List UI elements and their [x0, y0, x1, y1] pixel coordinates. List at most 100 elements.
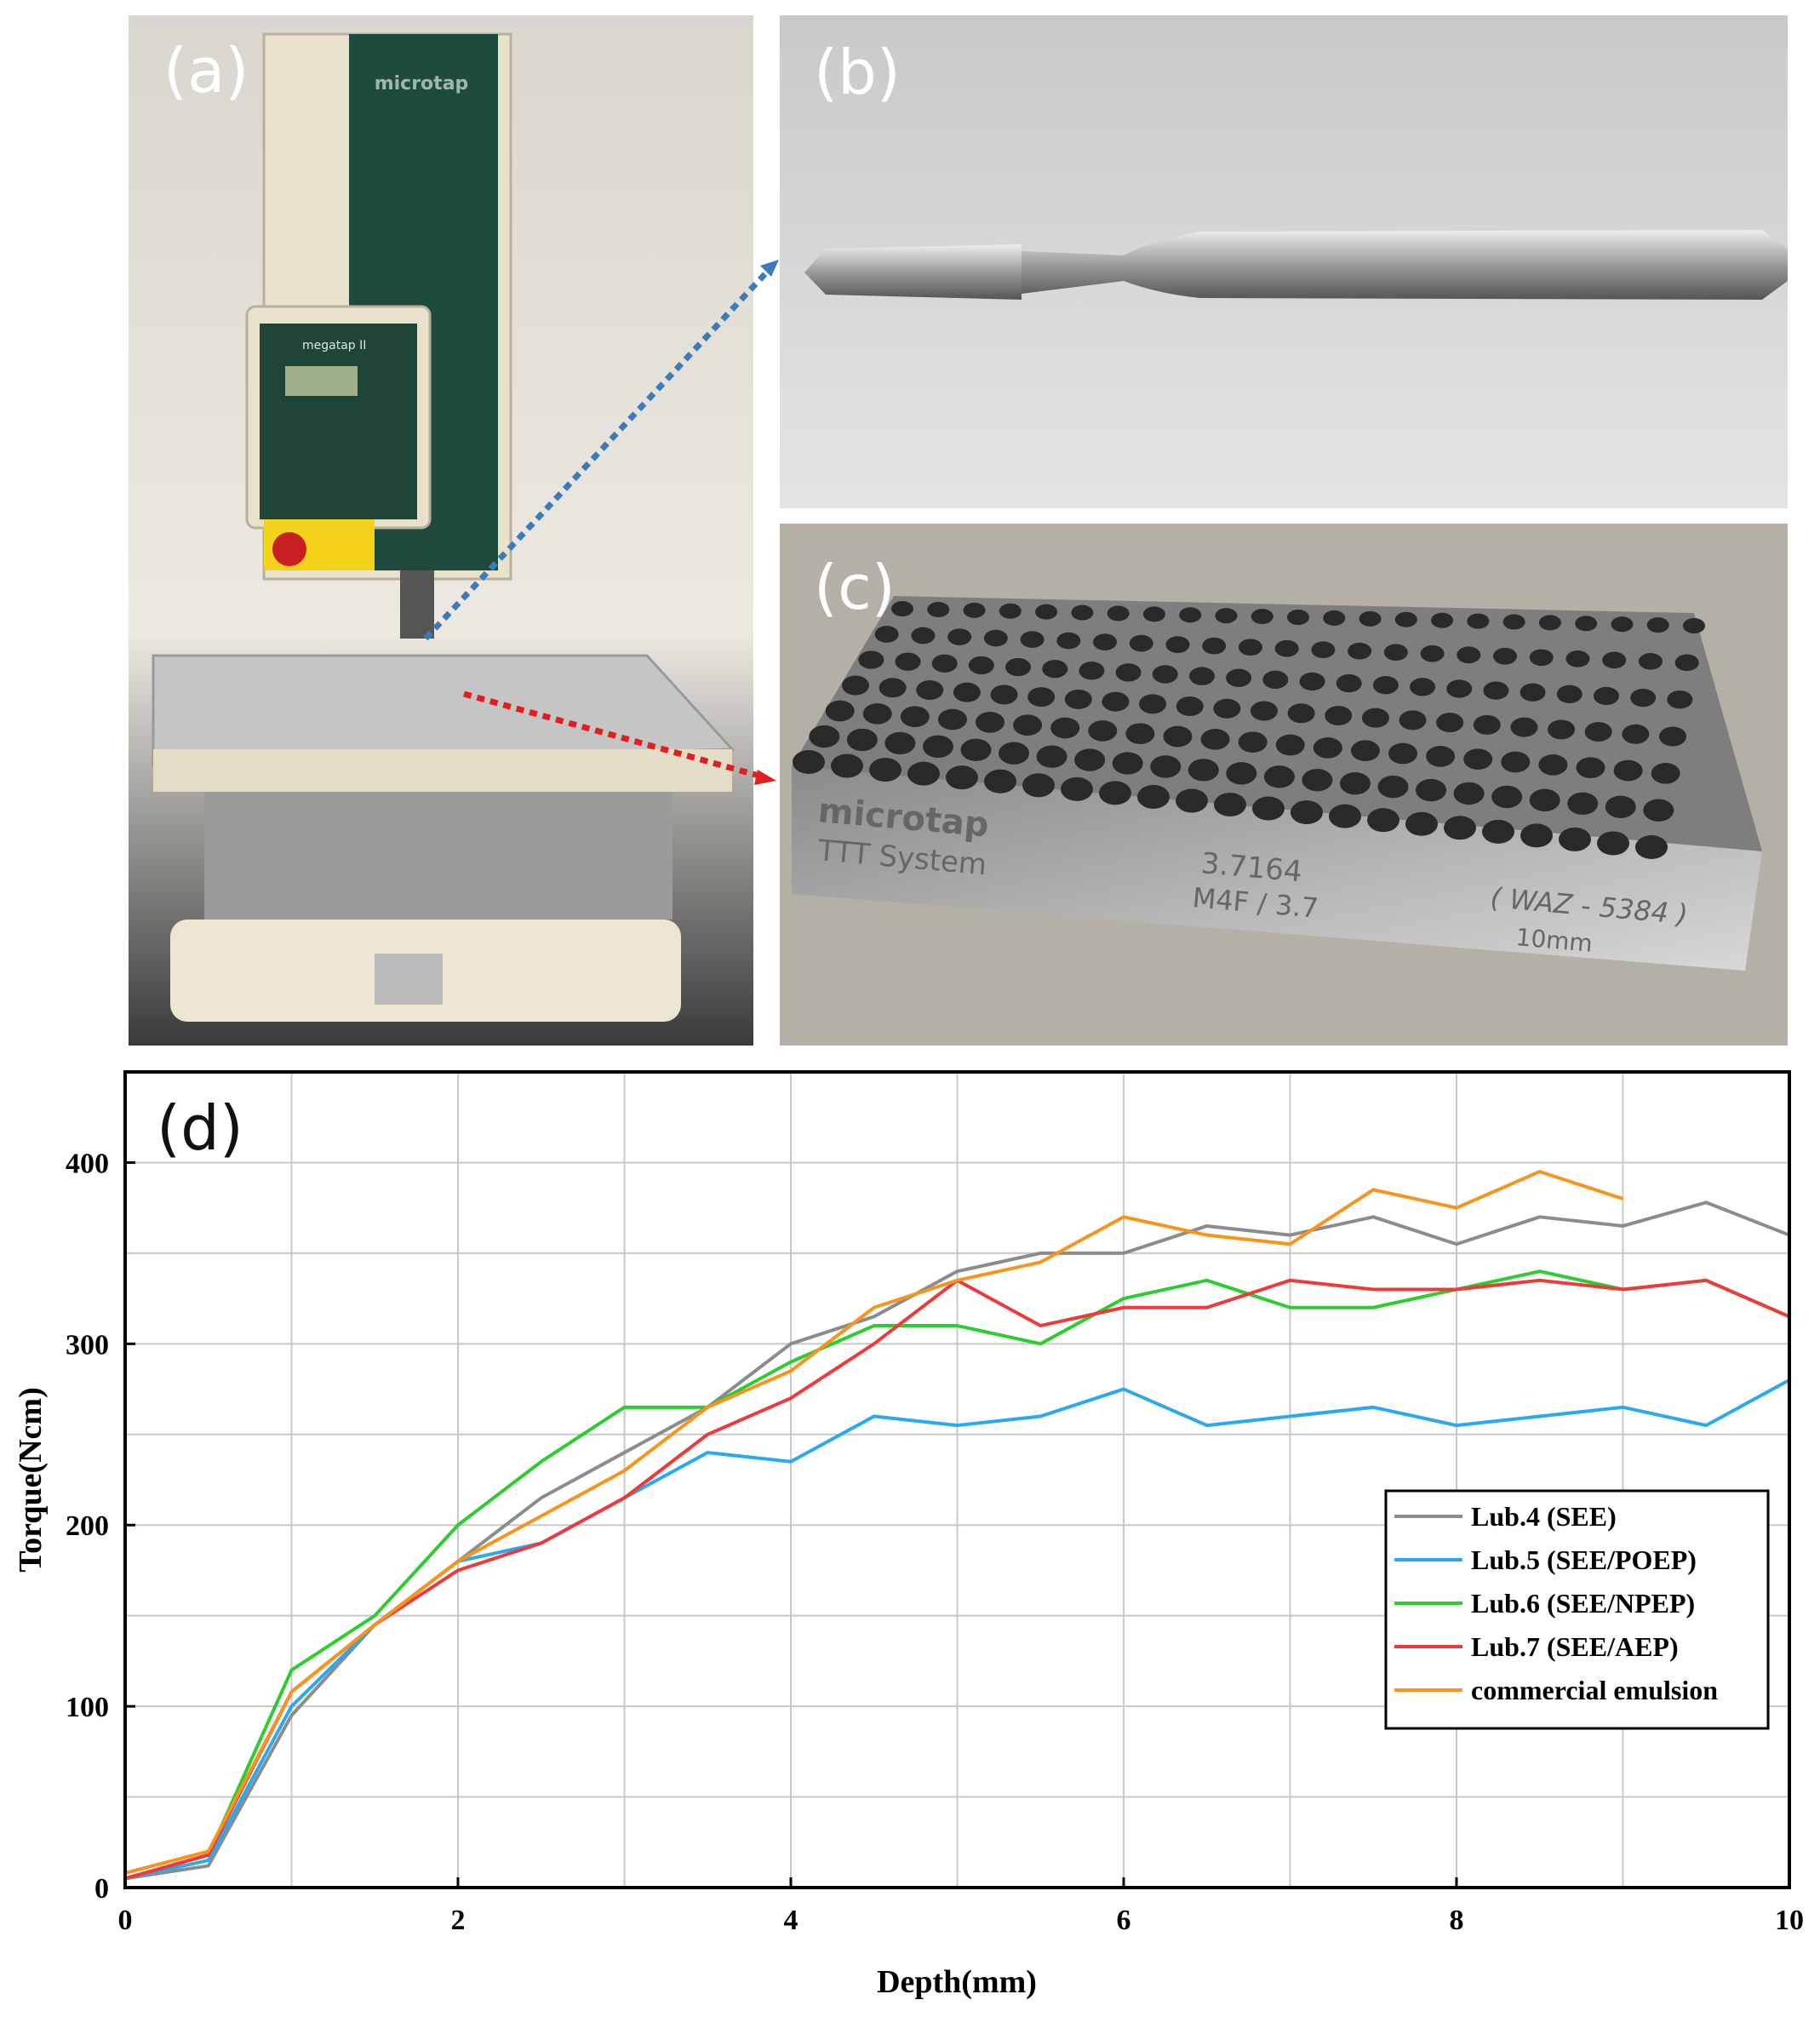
hole: [1074, 748, 1106, 771]
hole: [1022, 773, 1055, 798]
photo-b: (b): [780, 15, 1788, 508]
hole: [1453, 782, 1485, 805]
hole: [1576, 757, 1605, 779]
hole: [1013, 714, 1043, 736]
hole: [1213, 698, 1241, 719]
hole: [1099, 781, 1131, 805]
hole: [1329, 804, 1361, 828]
hole: [1372, 676, 1399, 695]
hole: [1611, 616, 1634, 633]
arrow: [423, 266, 773, 641]
line: [124, 1269, 1790, 1881]
hole: [1436, 713, 1464, 733]
hole: [1482, 819, 1514, 844]
hole: [1275, 734, 1305, 756]
hole: [1238, 731, 1268, 754]
y-axis-title: Torque(Ncm): [13, 1387, 49, 1572]
hole: [1339, 771, 1371, 795]
hole: [895, 652, 921, 671]
hole: [831, 754, 863, 778]
hole: [1050, 717, 1080, 739]
hole: [1042, 659, 1068, 679]
hole: [931, 654, 958, 673]
hole: [1313, 737, 1342, 759]
hole: [1597, 831, 1629, 856]
panel-label: (d): [157, 1092, 243, 1164]
hole: [1622, 724, 1650, 744]
arrowhead: [760, 260, 779, 277]
hole: [922, 735, 953, 758]
hole: [1529, 788, 1560, 812]
hole: [953, 682, 981, 702]
hole: [1176, 696, 1204, 717]
hole: [1635, 835, 1668, 859]
hole: [1565, 650, 1590, 668]
hole: [1467, 613, 1490, 629]
hole: [1079, 662, 1105, 680]
hole: [963, 602, 986, 618]
hole: [1593, 686, 1619, 706]
hole: [1674, 654, 1699, 672]
hole: [1188, 759, 1219, 782]
hole: [1473, 714, 1501, 735]
hole: [1483, 681, 1509, 700]
arrowhead: [754, 770, 776, 785]
hole: [984, 769, 1016, 794]
plot-frame: [123, 1070, 1791, 1889]
hole: [1299, 672, 1325, 691]
hole: [983, 629, 1008, 647]
x-tick-label: 4: [784, 1905, 798, 1936]
hole: [1538, 754, 1568, 776]
photo-c: microtap TTT System 3.7164 M4F / 3.7 ( W…: [780, 524, 1788, 1046]
x-tick-label: 2: [451, 1905, 466, 1936]
photo-text: 10mm: [1514, 923, 1594, 958]
hole: [1659, 726, 1686, 747]
hole: [1638, 652, 1663, 670]
hole: [858, 650, 884, 669]
hole: [1444, 816, 1476, 840]
hole: [793, 750, 825, 774]
hole: [1584, 722, 1612, 742]
hole: [874, 626, 899, 643]
hole: [1088, 720, 1118, 742]
hole: [1548, 719, 1576, 740]
hole: [1061, 776, 1093, 801]
hole: [1394, 611, 1417, 627]
hole: [1251, 701, 1278, 721]
hole: [1287, 610, 1309, 625]
hole: [1493, 647, 1518, 665]
hole: [960, 738, 992, 761]
hole: [999, 603, 1022, 619]
hole: [1602, 651, 1627, 669]
hole: [911, 627, 936, 645]
hole: [1291, 800, 1323, 825]
hole: [1348, 642, 1372, 660]
hole: [1630, 688, 1657, 708]
hole: [1005, 657, 1032, 677]
hole: [1036, 745, 1067, 768]
hole: [1165, 636, 1190, 653]
hole: [1646, 617, 1669, 633]
hole: [1605, 795, 1636, 818]
hole: [1683, 618, 1705, 633]
hole: [1651, 763, 1680, 784]
hole: [1501, 751, 1531, 773]
hole: [1667, 690, 1693, 709]
hole: [1107, 605, 1130, 622]
hole: [1538, 615, 1561, 631]
hole: [976, 712, 1005, 733]
hole: [1520, 823, 1553, 848]
hole: [968, 656, 994, 675]
hole: [1125, 723, 1155, 745]
y-tick-label: 100: [66, 1692, 109, 1723]
legend-label: Lub.4 (SEE): [1471, 1501, 1617, 1532]
hole: [990, 685, 1018, 705]
legend-label: Lub.5 (SEE/POEP): [1471, 1544, 1697, 1575]
x-tick-label: 6: [1117, 1905, 1131, 1936]
hole: [1399, 710, 1427, 731]
hole: [1112, 752, 1143, 775]
legend-label: Lub.7 (SEE/AEP): [1471, 1631, 1679, 1662]
hole: [1359, 610, 1382, 627]
photo-a: microtap megatap II (a): [129, 15, 753, 1046]
